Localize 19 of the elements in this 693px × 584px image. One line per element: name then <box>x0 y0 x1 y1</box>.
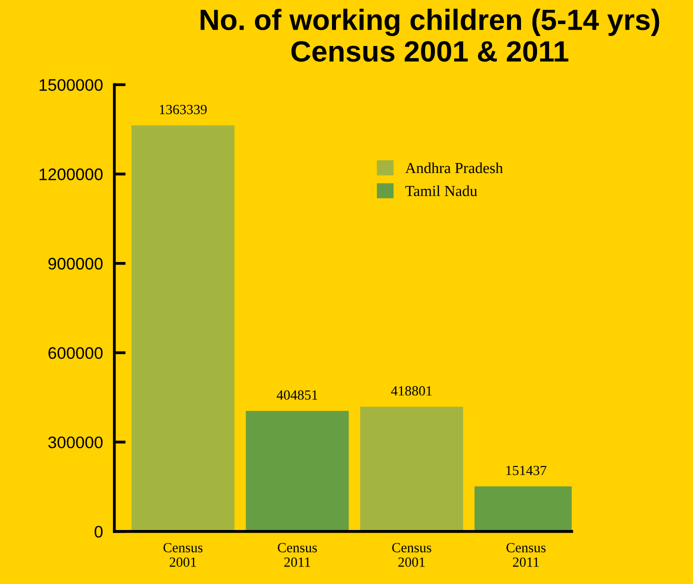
x-tick-label: Census 2011 <box>278 542 317 567</box>
chart-title: No. of working children (5-14 yrs) Census 2001 & 2011 <box>200 8 660 62</box>
bar <box>131 125 234 532</box>
y-tick-label: 1200000 <box>40 168 103 180</box>
legend-label: Andhra Pradesh <box>405 162 503 174</box>
data-label: 1363339 <box>160 104 207 114</box>
y-tick-label: 600000 <box>48 347 103 359</box>
y-tick-label: 900000 <box>48 258 103 270</box>
bar <box>360 406 464 532</box>
legend-label: Tamil Nadu <box>405 185 478 196</box>
y-tick-label: 1500000 <box>40 79 103 91</box>
x-tick-label: Census 2001 <box>392 542 432 567</box>
y-tick-label: 0 <box>94 526 103 538</box>
data-label: 151437 <box>506 466 546 476</box>
data-label: 418801 <box>391 386 432 396</box>
x-tick-label: Census 2001 <box>163 542 203 567</box>
y-tick-label: 300000 <box>48 436 103 448</box>
data-label: 404851 <box>276 390 318 400</box>
x-tick-label: Census 2011 <box>506 542 546 567</box>
